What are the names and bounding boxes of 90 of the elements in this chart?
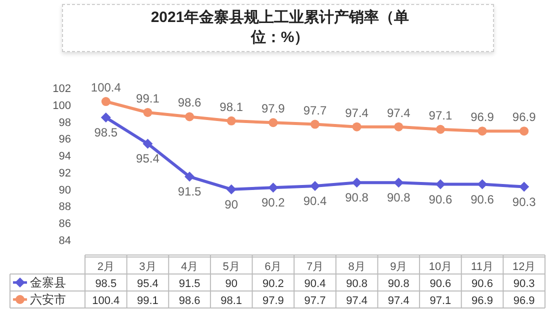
data-label: 90 [225,278,238,290]
x-tick-label: 5月 [222,261,240,273]
data-label: 100.4 [92,295,120,307]
y-tick-label: 98 [58,116,71,129]
point [436,124,445,134]
data-label: 90.8 [388,278,410,290]
annotation: 90.8 [386,190,411,205]
point [185,112,194,122]
point [394,178,404,188]
data-label: 95.4 [137,278,158,290]
x-tick-label: 4月 [180,261,198,273]
legend-label: 六安市 [30,292,66,306]
annotation: 97.1 [428,108,452,122]
annotation: 98.5 [94,126,118,140]
data-label: 90.6 [472,278,493,290]
y-tick-label: 84 [58,235,71,247]
y-tick-label: 96 [58,134,71,146]
point [143,108,152,117]
point [268,118,278,128]
annotation: 98.1 [220,100,244,114]
point [184,172,195,182]
point [226,184,236,194]
point [142,138,153,149]
annotation: 90.6 [470,192,494,206]
y-tick-label: 100 [52,100,71,112]
data-label: 97.4 [346,295,368,307]
point [310,180,320,191]
data-label: 90.8 [346,278,368,290]
x-tick-label: 9月 [390,261,408,273]
y-tick-label: 92 [58,167,71,180]
data-label: 90.4 [304,278,326,290]
point [520,126,529,136]
point [352,122,362,132]
point [310,120,320,129]
data-label: 90.3 [513,278,535,290]
annotation: 96.9 [470,110,494,124]
data-label: 97.4 [388,295,410,307]
x-tick-label: 2月 [97,261,114,273]
y-tick-label: 102 [52,83,71,95]
annotation: 97.7 [303,103,327,118]
annotation: 96.9 [512,110,536,124]
point [519,182,530,192]
annotation: 97.9 [262,102,286,116]
annotation: 90.2 [262,196,286,210]
x-tick-label: 10月 [428,261,452,273]
data-label: 90.6 [430,278,452,290]
data-label: 97.9 [262,295,284,307]
point [352,178,362,188]
y-tick-label: 86 [58,218,71,230]
data-label: 96.9 [513,295,535,307]
annotation: 95.4 [136,152,160,166]
point [394,122,404,132]
annotation: 99.1 [136,91,160,106]
x-tick-label: 12月 [512,261,536,273]
annotation: 90.6 [428,192,452,206]
x-tick-label: 7月 [306,261,324,273]
data-label: 97.1 [430,295,452,307]
annotation: 97.4 [345,106,369,120]
y-tick-label: 88 [58,201,71,214]
legend-label: 金寨县 [30,276,66,290]
point [100,112,111,123]
y-tick-label: 94 [58,150,71,163]
point [478,126,487,136]
annotation: 100.4 [90,80,122,95]
data-label: 99.1 [137,295,158,307]
x-tick-label: 6月 [264,261,282,273]
data-label: 98.1 [220,295,242,307]
y-tick-label: 90 [58,184,71,196]
annotation: 90.3 [512,194,536,209]
x-tick-label: 3月 [139,261,156,273]
annotation: 90.4 [303,194,327,208]
point [268,182,278,193]
data-label: 96.9 [472,295,493,307]
data-label: 98.5 [95,278,117,290]
chart-title: 2021年金寨县规上工业累计产销率（单位：%） [150,8,410,48]
point [435,179,446,190]
data-label: 91.5 [178,278,200,290]
data-label: 98.6 [178,295,200,307]
annotation: 91.5 [178,184,202,199]
annotation: 90.8 [345,190,369,205]
annotation: 98.6 [178,96,202,110]
point [226,116,236,126]
annotation: 90 [224,197,238,212]
point [477,179,488,190]
annotation: 97.4 [386,106,411,120]
point [101,97,110,106]
data-label: 97.7 [304,295,326,307]
data-label: 90.2 [262,278,284,290]
x-tick-label: 8月 [348,261,366,273]
x-tick-label: 11月 [471,261,494,273]
